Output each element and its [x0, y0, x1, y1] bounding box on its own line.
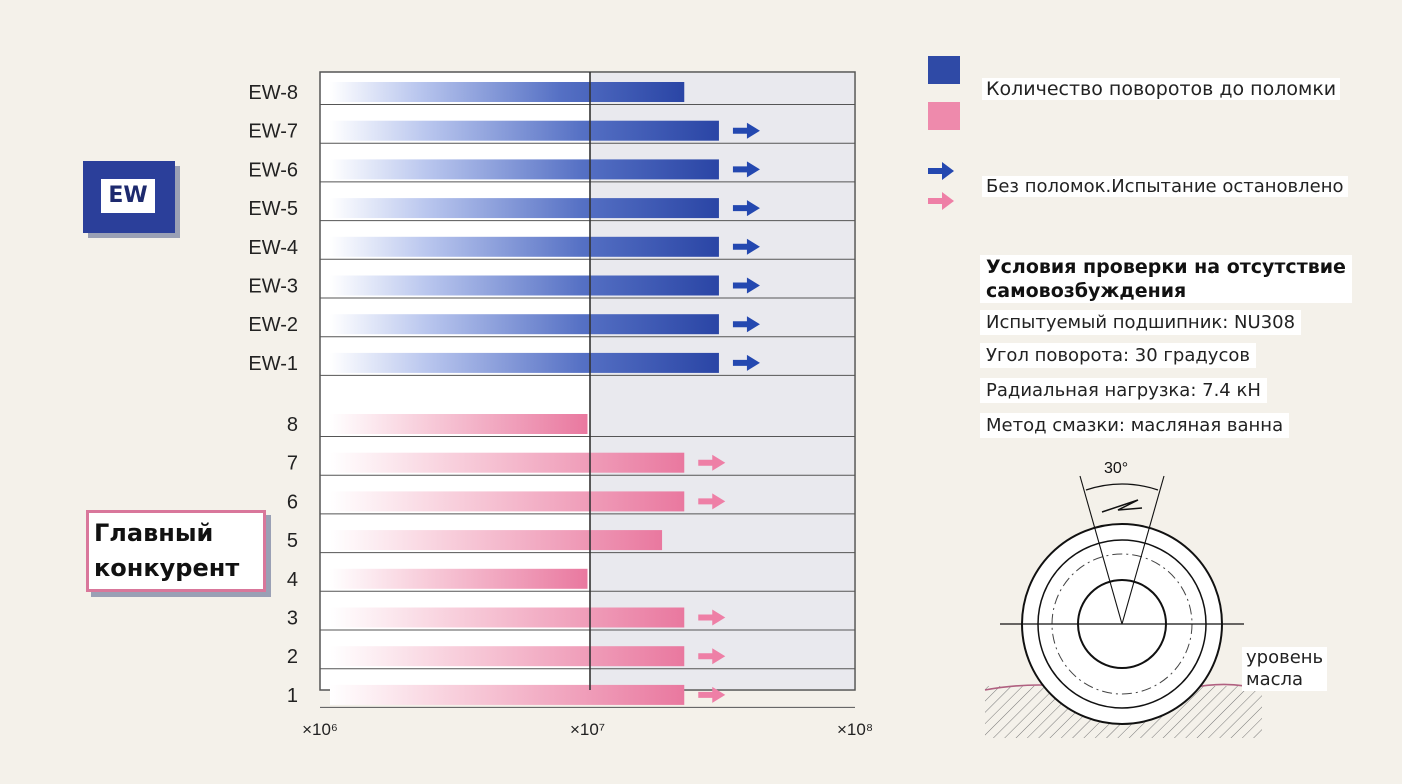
conditions-title-line1: Условия проверки на отсутствие [986, 256, 1346, 278]
category-label: 4 [287, 569, 298, 591]
condition-lubrication: Метод смазки: масляная ванна [980, 413, 1290, 438]
bar-EW-8 [330, 82, 685, 102]
competitor-badge-line1: Главный [94, 519, 214, 547]
bar-EW-3 [330, 275, 719, 296]
bar-6 [330, 491, 685, 512]
condition-load: Радиальная нагрузка: 7.4 кН [980, 378, 1267, 403]
x-tick-label: ×10⁷ [570, 720, 605, 739]
bar-8 [330, 414, 588, 434]
bar-5 [330, 530, 663, 551]
angle-ray-left [1079, 475, 1123, 625]
ew-badge: EW [83, 161, 175, 233]
stopped-arrow-icon [698, 454, 726, 471]
category-label: 6 [287, 491, 298, 513]
category-label: EW-6 [248, 159, 298, 181]
legend-cycles-label: Количество поворотов до поломки [982, 78, 1341, 100]
legend-swatches [928, 56, 960, 210]
stopped-arrow-icon [732, 277, 760, 294]
bar-EW-2 [330, 314, 719, 335]
category-label: 8 [287, 414, 298, 436]
bar-EW-4 [330, 236, 719, 257]
oil-level-line1: уровень [1246, 647, 1324, 668]
legend-arrow-competitor [928, 192, 954, 210]
oil-level-line2: масла [1246, 669, 1304, 690]
bar-EW-7 [330, 120, 719, 141]
bar-4 [330, 568, 588, 589]
stopped-arrow-icon [732, 316, 760, 333]
category-label: EW-3 [248, 276, 298, 298]
category-label: 1 [287, 685, 298, 707]
angle-arc [1085, 483, 1159, 491]
stopped-arrow-icon [732, 200, 760, 217]
x-tick-label: ×10⁶ [302, 720, 338, 739]
bearing-diagram: 30° [984, 460, 1263, 738]
angle-ray-right [1121, 475, 1165, 625]
category-label: 5 [287, 530, 298, 552]
stopped-arrow-icon [698, 609, 726, 626]
legend-swatch-competitor [928, 102, 960, 130]
stopped-arrow-icon [732, 161, 760, 178]
stopped-arrow-icon [732, 238, 760, 255]
bar-EW-1 [330, 352, 719, 373]
oscillation-arrow-icon [1101, 499, 1143, 513]
category-label: 2 [287, 646, 298, 668]
condition-bearing: Испытуемый подшипник: NU308 [980, 310, 1302, 335]
stopped-arrow-icon [698, 648, 726, 665]
competitor-badge: Главный конкурент [86, 510, 266, 592]
bar-1 [330, 684, 685, 705]
legend-stopped-label: Без поломок.Испытание остановлено [982, 176, 1348, 197]
category-label: EW-4 [248, 237, 298, 259]
bar-3 [330, 607, 685, 628]
category-label: 3 [287, 608, 298, 630]
conditions-title: Условия проверки на отсутствие самовозбу… [980, 255, 1352, 303]
category-label: EW-8 [248, 82, 298, 104]
bar-2 [330, 646, 685, 667]
category-label: EW-2 [248, 314, 298, 336]
legend-arrow-ew [928, 162, 954, 180]
oil-level-label: уровень масла [1242, 647, 1328, 691]
conditions-title-line2: самовозбуждения [986, 280, 1187, 302]
stopped-arrow-icon [732, 354, 760, 371]
stopped-arrow-icon [732, 122, 760, 139]
condition-angle: Угол поворота: 30 градусов [980, 343, 1256, 368]
stopped-arrow-icon [698, 493, 726, 510]
ew-badge-text: EW [101, 179, 155, 213]
stopped-arrow-icon [698, 686, 726, 703]
legend-swatch-ew [928, 56, 960, 84]
category-label: EW-1 [248, 353, 298, 375]
category-label: EW-5 [248, 198, 298, 220]
bar-7 [330, 452, 685, 473]
competitor-badge-line2: конкурент [94, 554, 240, 582]
category-label: EW-7 [248, 121, 298, 143]
category-label: 7 [287, 453, 298, 475]
bar-EW-6 [330, 159, 719, 180]
angle-label: 30° [1104, 460, 1128, 477]
x-tick-label: ×10⁸ [837, 720, 873, 739]
bar-EW-5 [330, 198, 719, 219]
